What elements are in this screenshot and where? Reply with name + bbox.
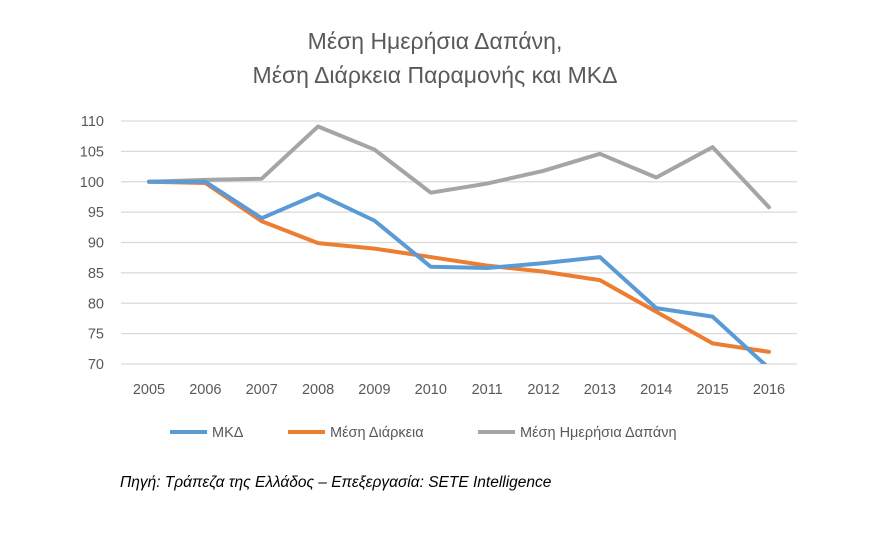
series-line-2 bbox=[147, 179, 771, 354]
y-tick-label: 110 bbox=[81, 114, 104, 130]
source-note: Πηγή: Τράπεζα της Ελλάδος – Επεξεργασία:… bbox=[120, 474, 552, 491]
y-tick-label: 90 bbox=[88, 236, 104, 252]
y-tick-label: 95 bbox=[88, 205, 104, 221]
y-tick-label: 75 bbox=[88, 327, 104, 343]
x-tick-label: 2009 bbox=[358, 382, 390, 398]
x-tick-label: 2012 bbox=[527, 382, 559, 398]
x-tick-label: 2010 bbox=[415, 382, 447, 398]
x-tick-label: 2015 bbox=[696, 382, 728, 398]
series-line-3 bbox=[147, 124, 771, 210]
series-line-1 bbox=[147, 179, 768, 364]
legend-label: ΜΚΔ bbox=[212, 425, 244, 441]
legend-label: Μέση Διάρκεια bbox=[330, 425, 424, 441]
x-tick-label: 2006 bbox=[189, 382, 221, 398]
legend-label: Μέση Ημερήσια Δαπάνη bbox=[520, 425, 677, 441]
x-tick-label: 2005 bbox=[133, 382, 165, 398]
x-tick-label: 2014 bbox=[640, 382, 672, 398]
y-tick-label: 80 bbox=[88, 296, 104, 312]
line-chart: 70 75 80 85 90 95 100 105 110 2005 2006 2007 2008 200… bbox=[80, 114, 797, 441]
x-tick-label: 2007 bbox=[246, 382, 278, 398]
y-tick-label: 70 bbox=[88, 357, 104, 373]
x-tick-label: 2008 bbox=[302, 382, 334, 398]
x-tick-label: 2016 bbox=[753, 382, 785, 398]
chart-title-line2: Μέση Διάρκεια Παραμονής και ΜΚΔ bbox=[252, 62, 618, 88]
y-tick-label: 105 bbox=[80, 144, 104, 160]
y-tick-label: 100 bbox=[80, 175, 104, 191]
x-tick-label: 2011 bbox=[472, 382, 503, 398]
chart-title-line1: Μέση Ημερήσια Δαπάνη, bbox=[307, 28, 563, 54]
y-tick-label: 85 bbox=[88, 266, 104, 282]
x-tick-label: 2013 bbox=[584, 382, 616, 398]
